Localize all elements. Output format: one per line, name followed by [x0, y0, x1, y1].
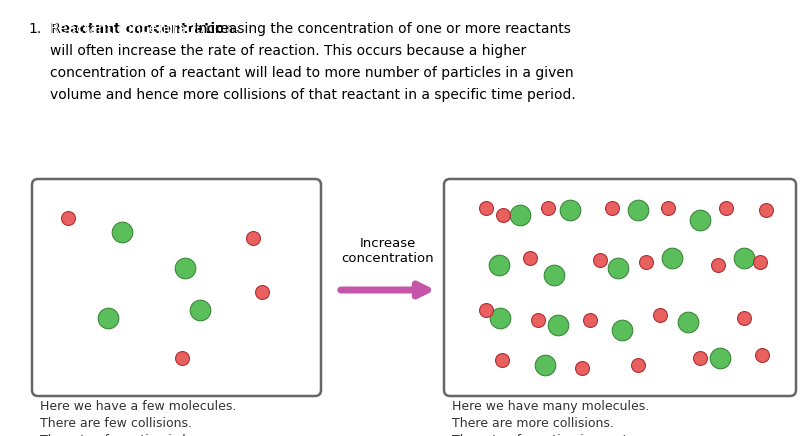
- Point: [178, 265, 191, 272]
- Point: [552, 321, 565, 328]
- Point: [256, 289, 269, 296]
- Point: [576, 364, 589, 371]
- Point: [563, 207, 576, 214]
- FancyBboxPatch shape: [444, 179, 796, 396]
- Point: [531, 317, 544, 324]
- Point: [594, 256, 606, 263]
- Text: Increasing the concentration of one or more reactants: Increasing the concentration of one or m…: [190, 22, 571, 36]
- Point: [694, 217, 706, 224]
- Point: [194, 307, 206, 313]
- Point: [606, 204, 618, 211]
- Text: Reactant concentration.: Reactant concentration.: [50, 22, 240, 36]
- Point: [176, 354, 189, 361]
- Point: [755, 351, 768, 358]
- Point: [480, 307, 493, 313]
- Point: [738, 255, 750, 262]
- Point: [632, 361, 645, 368]
- Point: [480, 204, 493, 211]
- FancyBboxPatch shape: [32, 179, 321, 396]
- Point: [640, 259, 653, 266]
- Point: [666, 255, 678, 262]
- Point: [714, 354, 726, 361]
- Point: [720, 204, 733, 211]
- Point: [493, 262, 506, 269]
- Point: [632, 207, 645, 214]
- Point: [616, 327, 629, 334]
- Point: [584, 317, 597, 324]
- Point: [494, 314, 506, 321]
- Point: [760, 207, 773, 214]
- FancyArrowPatch shape: [341, 284, 427, 296]
- Point: [654, 311, 666, 318]
- Point: [115, 228, 128, 235]
- Text: will often increase the rate of reaction. This occurs because a higher: will often increase the rate of reaction…: [50, 44, 526, 58]
- Text: Here we have a few molecules.
There are few collisions.
The rate of reaction is : Here we have a few molecules. There are …: [40, 400, 236, 436]
- Point: [62, 215, 74, 221]
- Text: volume and hence more collisions of that reactant in a specific time period.: volume and hence more collisions of that…: [50, 88, 576, 102]
- Point: [246, 235, 259, 242]
- Point: [547, 272, 560, 279]
- Text: Reactant concentration. Increasing the concentration of one or more reactants: Reactant concentration. Increasing the c…: [50, 22, 598, 36]
- Point: [662, 204, 674, 211]
- Point: [694, 354, 706, 361]
- Point: [754, 259, 766, 266]
- Point: [496, 357, 509, 364]
- Point: [514, 211, 526, 218]
- Text: Increase
concentration: Increase concentration: [342, 237, 434, 265]
- Text: Here we have many molecules.
There are more collisions.
The rate of reaction is : Here we have many molecules. There are m…: [452, 400, 650, 436]
- Point: [497, 211, 510, 218]
- Point: [712, 262, 725, 269]
- Point: [542, 204, 554, 211]
- Point: [611, 265, 624, 272]
- Point: [682, 319, 694, 326]
- Point: [538, 361, 551, 368]
- Point: [102, 314, 114, 321]
- Text: 1.: 1.: [28, 22, 42, 36]
- Text: concentration of a reactant will lead to more number of particles in a given: concentration of a reactant will lead to…: [50, 66, 574, 80]
- Point: [523, 255, 536, 262]
- Point: [738, 314, 750, 321]
